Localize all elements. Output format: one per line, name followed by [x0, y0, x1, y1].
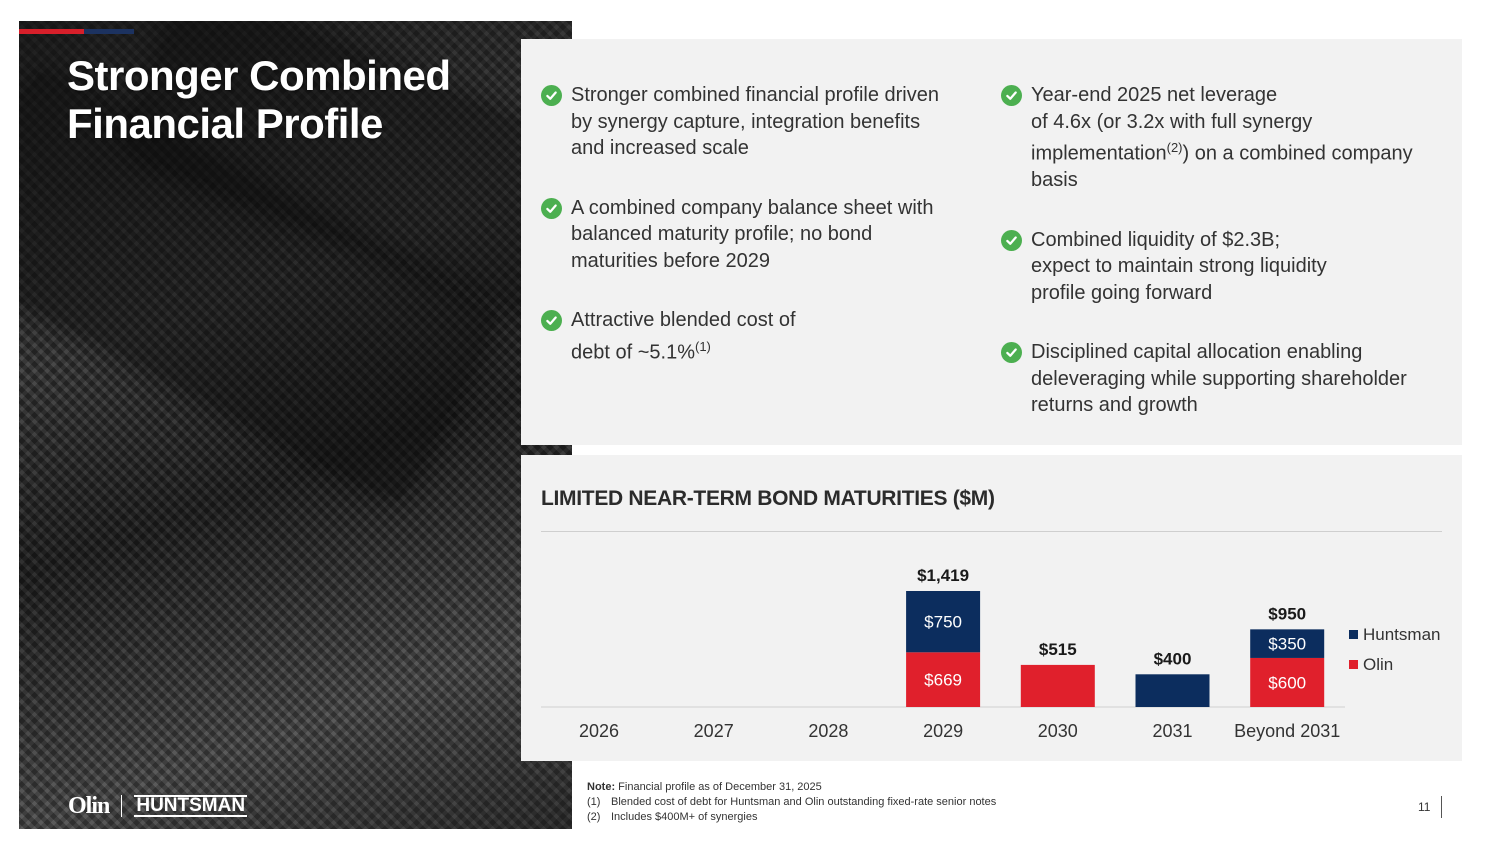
bullet-text: Combined liquidity of $2.3B;: [1031, 228, 1281, 251]
x-tick-label: 2026: [579, 721, 619, 741]
x-tick-label: Beyond 2031: [1234, 721, 1340, 741]
bar-value-label: $600: [1268, 673, 1306, 692]
bullet-text: returns and growth: [1031, 394, 1198, 417]
company-logos: Olin HUNTSMAN: [68, 792, 248, 819]
bullet-item: A combined company balance sheet with ba…: [541, 195, 939, 275]
footnote-1: (1) Blended cost of debt for Huntsman and…: [587, 795, 996, 810]
bullet-item: Year-end 2025 net leverage of 4.6x (or 3…: [1001, 82, 1413, 194]
bullet-text: ) on a combined company: [1182, 142, 1413, 165]
bullet-text: expect to maintain strong liquidity: [1031, 255, 1327, 278]
chart-title-rule: [541, 531, 1442, 532]
bar-total-label: $950: [1268, 604, 1306, 623]
note-label: Note:: [587, 781, 616, 793]
bond-maturities-chart: 2026 2027 2028 $669 $750 $1,419 2029 $515 2030 $4…: [541, 566, 1440, 741]
bar-huntsman: [1250, 629, 1325, 658]
bar-huntsman: [1135, 674, 1210, 707]
bullet-item: Attractive blended cost of debt of ~5.1%…: [541, 307, 939, 366]
bullet-text: and increased scale: [571, 137, 749, 159]
carbon-fiber-photo: [19, 21, 572, 829]
check-circle-icon: [541, 310, 562, 331]
footnote-ref: (2): [1166, 140, 1183, 155]
bullet-text: Year-end 2025 net leverage: [1031, 84, 1278, 106]
bar-value-label: $750: [924, 613, 962, 632]
check-circle-icon: [1001, 85, 1022, 106]
bullet-text: Attractive blended cost of: [571, 309, 796, 331]
note-text: Financial profile as of December 31, 202…: [615, 781, 822, 793]
bullet-text: by synergy capture, integration benefits: [571, 110, 921, 133]
slide-title-line1: Stronger Combined: [67, 52, 451, 99]
bullet-item: Disciplined capital allocation enabling …: [1001, 339, 1413, 419]
bar-olin: [1250, 657, 1325, 707]
legend-label: Olin: [1363, 655, 1393, 674]
bar-olin: [1020, 664, 1095, 707]
page-number-divider: [1441, 796, 1442, 818]
footnote-number: (1): [587, 796, 601, 808]
highlights-panel: Stronger combined financial profile driv…: [521, 39, 1462, 445]
bullet-text: profile going forward: [1031, 281, 1213, 304]
bar-total-label: $1,419: [917, 566, 969, 585]
slide-title-line2: Financial Profile: [67, 100, 383, 147]
chart-panel: LIMITED NEAR-TERM BOND MATURITIES ($M) 2…: [521, 455, 1462, 761]
bullets-right-column: Year-end 2025 net leverage of 4.6x (or 3…: [1001, 82, 1413, 419]
bar-value-label: $669: [924, 671, 962, 690]
footnote-text: Includes $400M+ of synergies: [611, 811, 758, 823]
legend-label: Huntsman: [1363, 625, 1440, 644]
page-number: 11: [1418, 800, 1431, 814]
olin-logo: Olin: [68, 792, 110, 819]
bar-total-label: $400: [1154, 649, 1192, 668]
bar-huntsman: [906, 591, 981, 653]
slide-title: Stronger Combined Financial Profile: [67, 52, 507, 148]
x-tick-label: 2027: [694, 721, 734, 741]
footnote-ref: (1): [694, 338, 711, 354]
footnotes: Note: Financial profile as of December 3…: [587, 780, 996, 825]
note-line: Note: Financial profile as of December 3…: [587, 780, 996, 795]
check-circle-icon: [541, 85, 562, 106]
bullet-text: A combined company balance sheet with: [571, 196, 934, 219]
bullet-item: Combined liquidity of $2.3B; expect to m…: [1001, 227, 1413, 307]
bullet-text: debt of ~5.1%: [571, 341, 695, 364]
bullet-text: of 4.6x (or 3.2x with full synergy: [1031, 110, 1313, 133]
legend-swatch-olin: [1349, 660, 1358, 669]
bullet-text: maturities before 2029: [571, 249, 771, 272]
logo-divider: [121, 795, 123, 817]
bar-total-label: $515: [1039, 640, 1077, 659]
x-tick-label: 2028: [808, 721, 848, 741]
accent-bar-navy: [84, 29, 134, 34]
chart-title: LIMITED NEAR-TERM BOND MATURITIES ($M): [541, 487, 995, 510]
footnote-number: (2): [587, 811, 601, 823]
bullet-text: balanced maturity profile; no bond: [571, 223, 873, 245]
bar-olin: [906, 652, 981, 707]
bullet-text: implementation: [1031, 142, 1167, 165]
bullet-text: Stronger combined financial profile driv…: [571, 84, 939, 106]
check-circle-icon: [1001, 229, 1022, 251]
bullet-text: basis: [1031, 169, 1078, 192]
x-tick-label: 2029: [923, 721, 963, 741]
accent-bar-red: [19, 29, 84, 34]
bullets-left-column: Stronger combined financial profile driv…: [541, 82, 939, 366]
check-circle-icon: [1001, 342, 1022, 364]
check-circle-icon: [541, 197, 562, 219]
x-tick-label: 2030: [1038, 721, 1078, 741]
x-tick-label: 2031: [1152, 721, 1192, 741]
footnote-text: Blended cost of debt for Huntsman and Ol…: [611, 796, 997, 808]
legend-swatch-huntsman: [1349, 630, 1358, 639]
bullet-text: deleveraging while supporting shareholde…: [1031, 367, 1407, 390]
bullet-item: Stronger combined financial profile driv…: [541, 82, 939, 162]
footnote-2: (2) Includes $400M+ of synergies: [587, 810, 996, 825]
huntsman-logo: HUNTSMAN: [134, 795, 248, 817]
bullet-text: Disciplined capital allocation enabling: [1031, 341, 1363, 364]
bar-value-label: $350: [1268, 635, 1306, 654]
